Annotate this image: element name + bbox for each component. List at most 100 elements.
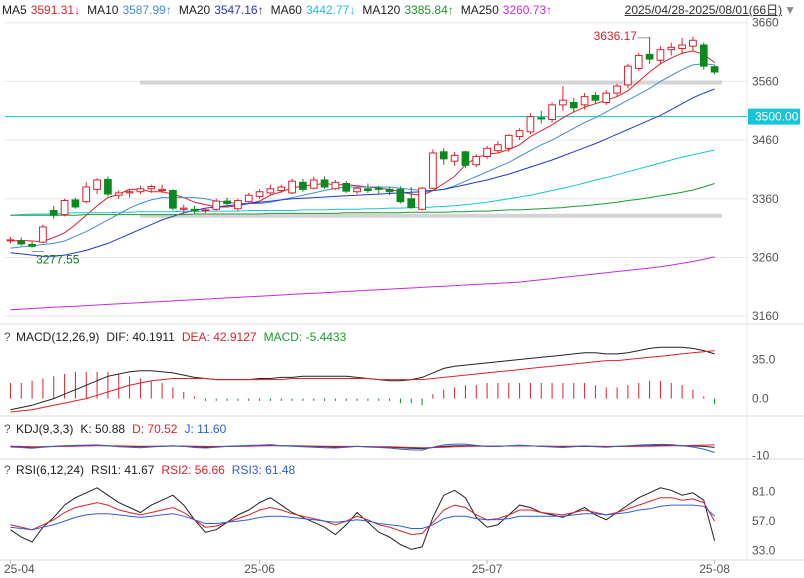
ma-legend: MA5 3591.31↓ MA10 3587.99↑ MA20 3547.16↑ MA60 3… bbox=[2, 1, 559, 19]
ma-legend-item: MA10 3587.99↑ bbox=[87, 3, 172, 17]
candle-up bbox=[234, 200, 242, 210]
ma-line-ma120 bbox=[10, 183, 715, 216]
candle-up bbox=[6, 239, 15, 242]
kdj-value-2: J: 11.60 bbox=[184, 422, 227, 436]
ma-line-ma10 bbox=[10, 63, 715, 249]
rsi-tick-label: 81.0 bbox=[752, 485, 776, 499]
candle-up bbox=[483, 147, 491, 158]
rsi-help-icon[interactable]: ? bbox=[4, 463, 11, 477]
candle-down bbox=[342, 182, 351, 192]
candle-down bbox=[407, 198, 416, 209]
candle-down bbox=[169, 190, 177, 209]
candle-up bbox=[39, 226, 47, 243]
price-tick-label: 3160 bbox=[752, 309, 779, 323]
macd-value-0: DIF: 40.1911 bbox=[106, 330, 175, 344]
ma-legend-label: MA60 bbox=[270, 3, 302, 17]
ma-legend-label: MA10 bbox=[87, 3, 119, 17]
candle-up bbox=[93, 179, 101, 190]
ma-legend-value: 3385.84↑ bbox=[404, 3, 454, 17]
x-tick-label: 25-07 bbox=[472, 562, 503, 576]
candle-up bbox=[515, 130, 524, 138]
date-range-text[interactable]: 2025/04/28-2025/08/01(66日) bbox=[624, 3, 783, 17]
ma-legend-value: 3591.31↓ bbox=[30, 3, 81, 17]
candle-down bbox=[299, 181, 307, 190]
candle-up bbox=[147, 185, 156, 190]
x-tick-label: 25-04 bbox=[4, 562, 35, 576]
rsi-tick-label: 33.0 bbox=[752, 544, 776, 558]
date-range-selector[interactable]: 2025/04/28-2025/08/01(66日) ▼ bbox=[625, 1, 796, 18]
rsi-tick-label: 57.0 bbox=[752, 514, 776, 528]
candle-up bbox=[266, 188, 275, 194]
candle-up bbox=[494, 144, 502, 152]
candle-up bbox=[504, 134, 513, 149]
macd-label: MACD(12,26,9) bbox=[16, 330, 100, 344]
ma-legend-value: 3587.99↑ bbox=[122, 3, 172, 17]
ma-legend-label: MA5 bbox=[2, 3, 27, 17]
candle-down bbox=[385, 188, 394, 193]
candle-down bbox=[645, 53, 654, 60]
price-tag-label: 3500.00 bbox=[755, 110, 799, 124]
candle-up bbox=[244, 194, 253, 203]
price-tick-label: 3260 bbox=[752, 250, 779, 264]
rsi-value-1: RSI2: 56.66 bbox=[161, 463, 225, 477]
ma-line-ma60 bbox=[10, 149, 715, 216]
candle-up bbox=[656, 49, 665, 61]
macd-tick-label: 0.0 bbox=[752, 392, 769, 406]
macd-header: ? MACD(12,26,9) DIF: 40.1911 DEA: 42.9127 MA… bbox=[4, 328, 353, 346]
ma-line-ma20 bbox=[10, 88, 715, 257]
candle-up bbox=[125, 191, 134, 194]
ma-legend-label: MA120 bbox=[362, 3, 401, 17]
candle-down bbox=[223, 200, 231, 204]
ma-legend-value: 3547.16↑ bbox=[214, 3, 264, 17]
ma-legend-item: MA60 3442.77↓ bbox=[271, 3, 356, 17]
candle-down bbox=[374, 187, 383, 190]
candle-up bbox=[429, 152, 437, 189]
rsi-line-rsi1 bbox=[10, 487, 716, 550]
ma-legend-label: MA20 bbox=[178, 3, 211, 17]
price-tick-label: 3360 bbox=[752, 192, 779, 206]
candle-up bbox=[472, 156, 481, 166]
ma-legend-item: MA5 3591.31↓ bbox=[2, 3, 80, 17]
rsi-value-0: RSI1: 41.67 bbox=[91, 463, 155, 477]
candle-up bbox=[114, 192, 123, 196]
candle-down bbox=[71, 199, 80, 208]
macd-help-icon[interactable]: ? bbox=[4, 330, 11, 344]
price-tick-label: 3560 bbox=[752, 74, 779, 88]
kdj-help-icon[interactable]: ? bbox=[4, 422, 11, 436]
candle-up bbox=[136, 188, 145, 193]
ma-legend-item: MA250 3260.73↑ bbox=[461, 3, 552, 17]
candle-up bbox=[613, 85, 621, 94]
ma-legend-item: MA20 3547.16↑ bbox=[179, 3, 264, 17]
candle-up bbox=[82, 186, 91, 203]
candle-up bbox=[179, 207, 188, 210]
price-tag-bg bbox=[748, 108, 800, 125]
candle-down bbox=[190, 208, 199, 212]
candle-up bbox=[689, 39, 697, 47]
candle-up bbox=[212, 200, 221, 210]
macd-tick-label: 35.0 bbox=[752, 353, 776, 367]
kdj-value-1: D: 70.52 bbox=[132, 422, 178, 436]
candle-down bbox=[28, 244, 36, 247]
candle-down bbox=[364, 188, 372, 192]
candle-up bbox=[288, 180, 296, 194]
candle-up bbox=[559, 99, 567, 106]
rsi-line-rsi3 bbox=[10, 504, 715, 531]
price-tick-label: 3460 bbox=[752, 133, 779, 147]
rsi-header: ? RSI(6,12,24) RSI1: 41.67 RSI2: 56.66 RSI3:… bbox=[4, 461, 302, 479]
macd-value-1: DEA: 42.9127 bbox=[181, 330, 257, 344]
candle-up bbox=[667, 46, 676, 51]
min-price-label: 3277.55 bbox=[36, 252, 80, 266]
candle-down bbox=[439, 151, 448, 160]
candle-down bbox=[591, 94, 600, 101]
triangle-down-icon[interactable]: ▼ bbox=[784, 3, 796, 17]
candle-down bbox=[569, 102, 578, 109]
x-tick-label: 25-08 bbox=[699, 562, 730, 576]
rsi-line-rsi2 bbox=[10, 497, 716, 536]
candle-up bbox=[678, 44, 686, 50]
candle-up bbox=[309, 179, 318, 189]
max-price-label: 3636.17 bbox=[594, 29, 638, 43]
ma-line-ma5 bbox=[10, 50, 715, 243]
candle-up bbox=[624, 65, 632, 86]
